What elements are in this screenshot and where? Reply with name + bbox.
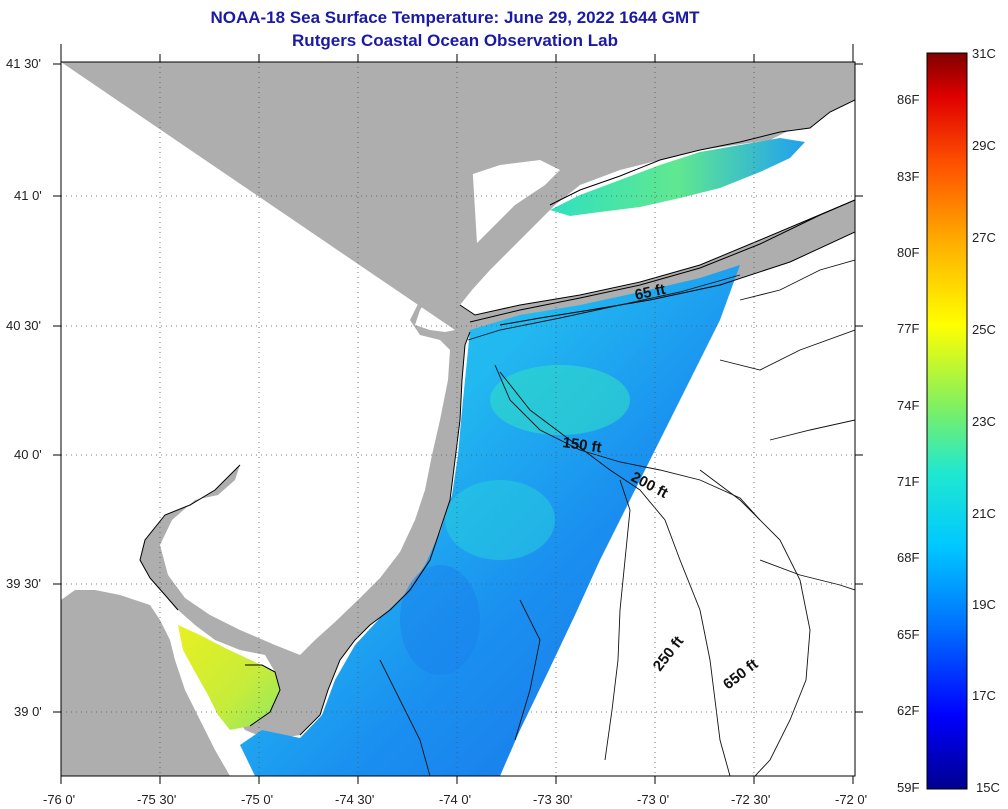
lon-label: -73 30' (533, 792, 572, 807)
axis-ticks (53, 44, 863, 784)
cool-patch (400, 565, 480, 675)
lat-label: 39 0' (14, 704, 42, 719)
lon-label: -73 0' (637, 792, 669, 807)
lon-label: -72 0' (835, 792, 867, 807)
lon-label: -75 0' (241, 792, 273, 807)
colorbar-c-label: 25C (972, 322, 996, 337)
contour-label-65ft: 65 ft (633, 281, 667, 304)
colorbar-c-label: 27C (972, 230, 996, 245)
colorbar-f-label: 59F (897, 780, 919, 795)
colorbar-c-label: 23C (972, 414, 996, 429)
colorbar-f-label: 74F (897, 398, 919, 413)
lat-label: 39 30' (6, 576, 41, 591)
long-island (470, 200, 855, 325)
warm-patch (490, 365, 630, 435)
warm-patch (445, 480, 555, 560)
lat-label: 41 0' (14, 188, 42, 203)
lat-label: 40 30' (6, 318, 41, 333)
colorbar-f-label: 83F (897, 169, 919, 184)
lon-label: -76 0' (43, 792, 75, 807)
lon-label: -74 30' (335, 792, 374, 807)
map-title: NOAA-18 Sea Surface Temperature: June 29… (210, 8, 700, 27)
contour-label-150ft: 150 ft (561, 434, 602, 456)
lon-label: -75 30' (137, 792, 176, 807)
colorbar-f-label: 62F (897, 703, 919, 718)
coastlines (139, 99, 855, 736)
colorbar-c-label: 21C (972, 506, 996, 521)
colorbar-c-label: 17C (972, 688, 996, 703)
colorbar-f-label: 77F (897, 321, 919, 336)
depth-contours (379, 259, 855, 776)
colorbar-c-label: 19C (972, 597, 996, 612)
colorbar-f-label: 80F (897, 245, 919, 260)
lat-lon-grid (61, 62, 855, 776)
colorbar-f-label: 68F (897, 550, 919, 565)
lat-label: 40 0' (14, 447, 42, 462)
colorbar-f-label: 71F (897, 474, 919, 489)
colorbar-f-label: 86F (897, 92, 919, 107)
colorbar-c-label: 15C (976, 780, 1000, 795)
lon-label: -74 0' (439, 792, 471, 807)
colorbar-c-label: 29C (972, 138, 996, 153)
sound-sst-patch (550, 138, 805, 216)
colorbar-f-label: 65F (897, 627, 919, 642)
lat-label: 41 30' (6, 56, 41, 71)
colorbar (926, 52, 968, 790)
lon-label: -72 30' (731, 792, 770, 807)
map-subtitle: Rutgers Coastal Ocean Observation Lab (292, 31, 618, 50)
land-mass (61, 62, 855, 776)
delaware-bay-sst-patch (178, 625, 280, 730)
plot-border (60, 61, 856, 777)
colorbar-c-label: 31C (972, 46, 996, 61)
